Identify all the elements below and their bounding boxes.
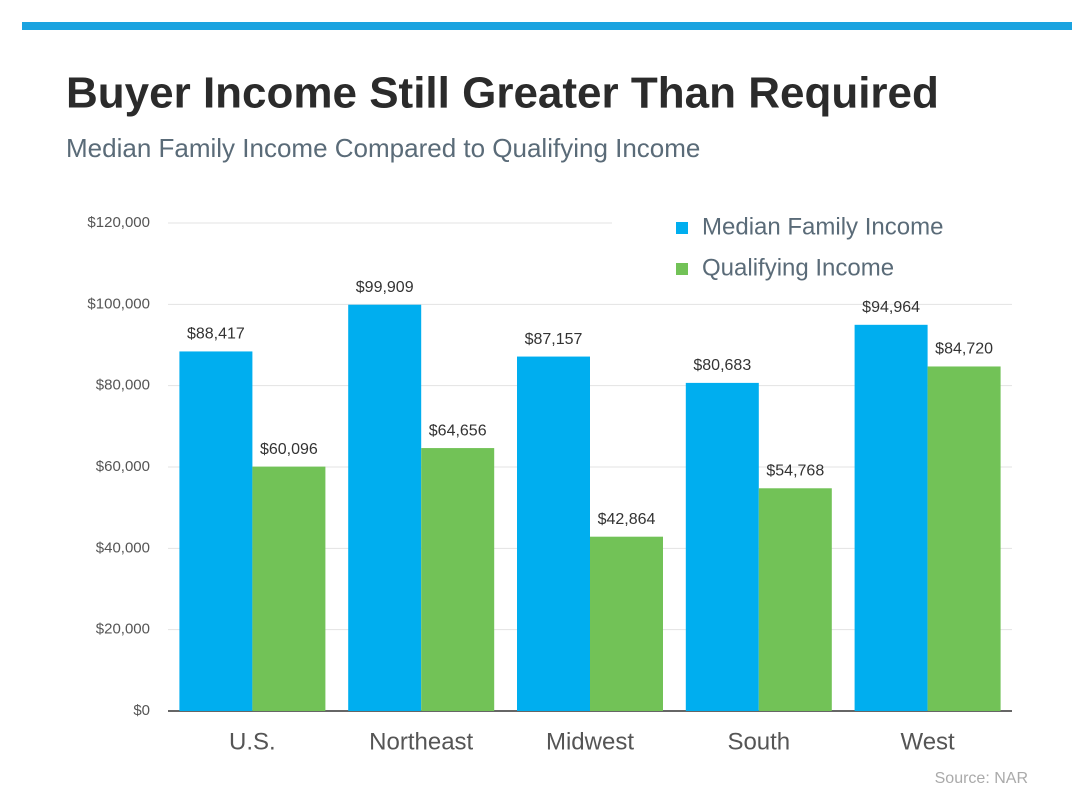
source-note: Source: NAR <box>935 770 1028 787</box>
y-tick-label: $60,000 <box>96 458 150 475</box>
y-tick-label: $40,000 <box>96 539 150 556</box>
legend-label: Median Family Income <box>702 213 943 240</box>
bar <box>854 324 928 711</box>
y-tick-label: $120,000 <box>87 214 150 231</box>
value-label: $94,964 <box>862 299 920 316</box>
x-tick-label: South <box>727 728 790 755</box>
chart-subtitle: Median Family Income Compared to Qualify… <box>66 133 700 163</box>
value-label: $42,864 <box>598 511 656 528</box>
bar <box>252 466 326 711</box>
bar <box>517 356 590 711</box>
y-tick-label: $100,000 <box>87 295 150 312</box>
legend-swatch <box>676 222 688 234</box>
x-tick-label: West <box>900 728 955 755</box>
value-label: $54,768 <box>766 462 824 479</box>
legend-label: Qualifying Income <box>702 254 894 281</box>
y-tick-label: $20,000 <box>96 621 150 638</box>
value-label: $80,683 <box>693 357 751 374</box>
value-label: $64,656 <box>429 422 487 439</box>
x-tick-label: Midwest <box>546 728 634 755</box>
bar <box>179 351 253 711</box>
value-label: $88,417 <box>187 326 245 343</box>
bar <box>685 382 759 711</box>
bar <box>758 488 832 711</box>
value-label: $87,157 <box>525 331 583 348</box>
bar <box>927 366 1001 711</box>
chart-title: Buyer Income Still Greater Than Required <box>66 69 939 118</box>
bar <box>421 448 495 711</box>
legend-background <box>612 205 1012 295</box>
x-tick-label: U.S. <box>229 728 276 755</box>
value-label: $99,909 <box>356 279 414 296</box>
y-tick-label: $80,000 <box>96 377 150 394</box>
bar <box>348 304 422 711</box>
legend-swatch <box>676 263 688 275</box>
value-label: $60,096 <box>260 441 318 458</box>
bar <box>590 536 663 711</box>
y-tick-label: $0 <box>133 702 150 719</box>
value-label: $84,720 <box>935 341 993 358</box>
header-bar <box>22 22 1072 30</box>
x-tick-label: Northeast <box>369 728 473 755</box>
